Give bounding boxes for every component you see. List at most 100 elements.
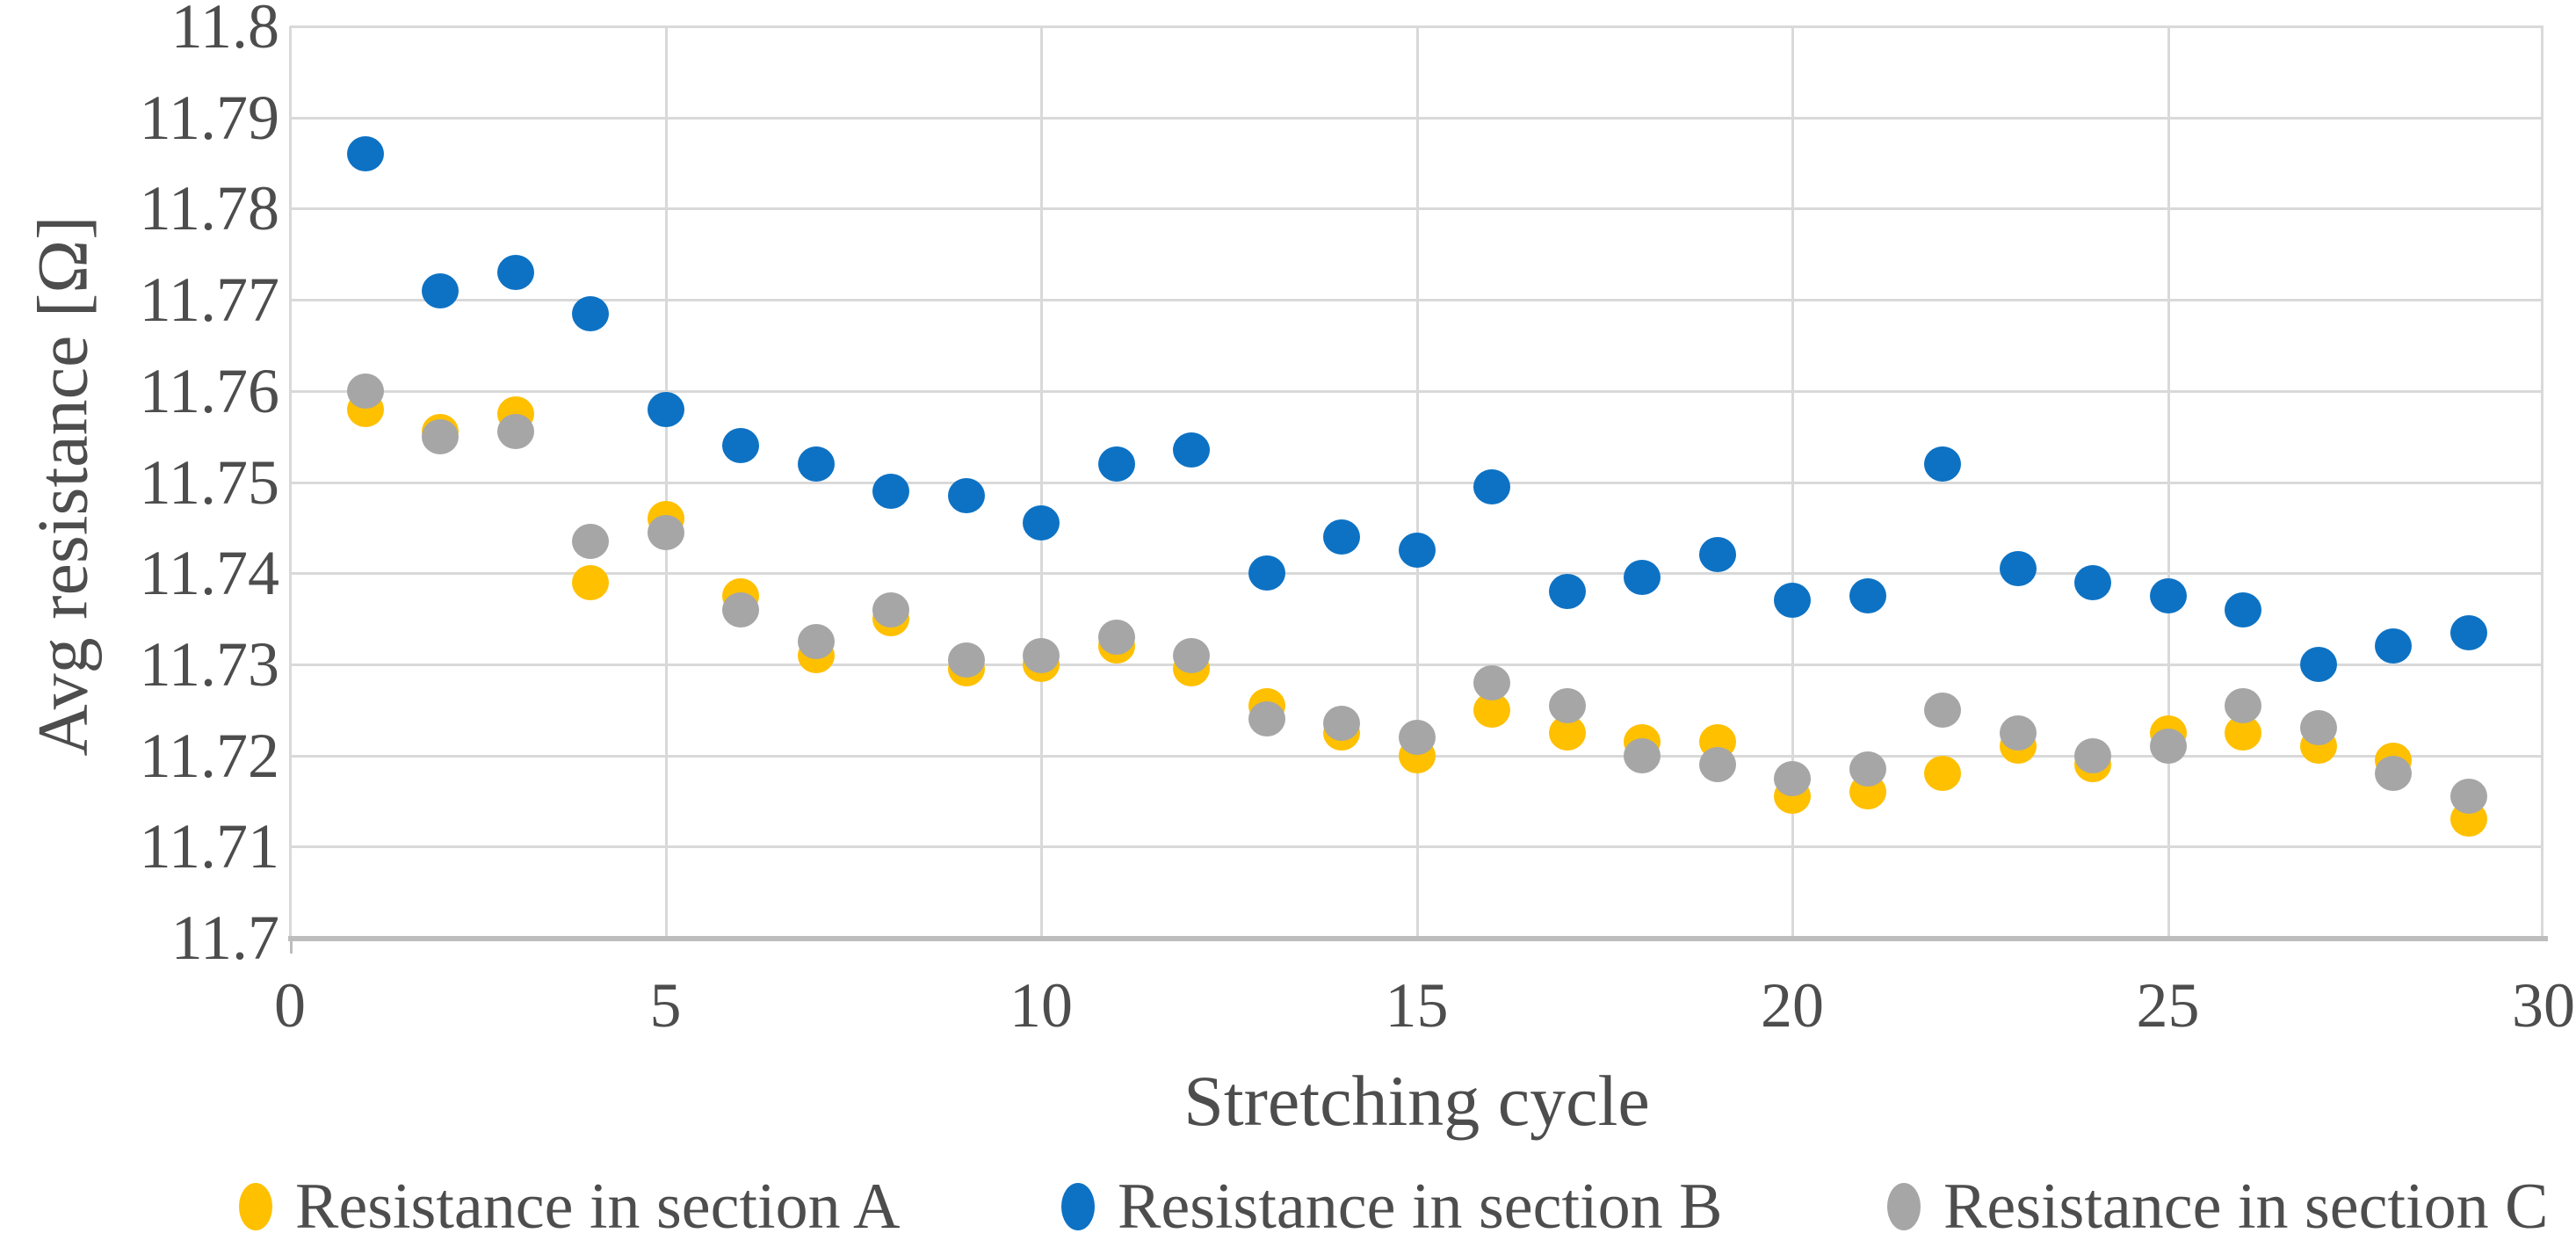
point-section-c [872,591,909,628]
x-tick-label: 30 [2512,970,2575,1041]
point-section-c [1398,719,1436,755]
legend-label-section-b: Resistance in section B [1118,1171,1723,1243]
x-tick-label: 10 [1009,970,1073,1041]
y-axis-title: Avg resistance [Ω] [22,215,103,757]
point-section-b [1023,505,1060,541]
point-section-b [1774,583,1811,619]
point-section-b [2299,646,2337,682]
x-tick-label: 20 [1761,970,1824,1041]
y-tick-label: 11.73 [139,628,279,700]
point-section-b [1698,537,1736,573]
legend-item-section-c: Resistance in section C [1887,1174,2548,1239]
point-section-b [1323,519,1360,555]
point-section-b [722,428,759,464]
section-b-marker-icon [1061,1183,1095,1230]
point-section-b [1548,573,1586,609]
point-section-c [1473,664,1510,700]
plot-area [289,25,2543,938]
point-section-b [422,272,459,308]
point-section-a [1924,756,1961,792]
point-section-b [872,473,909,509]
point-section-c [1023,637,1060,673]
point-section-c [1248,701,1285,737]
point-section-b [797,446,835,482]
x-axis-line [288,936,2548,941]
legend-item-section-b: Resistance in section B [1061,1174,1722,1239]
x-tick-label: 5 [649,970,682,1041]
x-tick-label: 0 [274,970,306,1041]
y-tick-label: 11.76 [139,355,279,426]
x-tick-label: 15 [1385,970,1449,1041]
point-section-b [1248,555,1285,591]
point-section-b [2375,628,2412,664]
legend-item-section-a: Resistance in section A [239,1174,900,1239]
x-axis-title: Stretching cycle [1183,1061,1650,1141]
point-section-c [1173,637,1210,673]
section-c-marker-icon [1887,1183,1921,1230]
point-section-c [797,623,835,659]
point-section-c [1323,706,1360,742]
point-section-b [1999,551,2037,586]
point-section-c [2299,710,2337,746]
y-tick-label: 11.72 [139,720,279,791]
point-section-c [1849,751,1886,787]
y-tick-label: 11.7 [170,903,279,973]
point-section-b [647,391,684,427]
point-section-c [1999,715,2037,751]
point-section-c [1624,737,1661,773]
legend: Resistance in section A Resistance in se… [0,1174,2576,1244]
point-section-b [1473,468,1510,504]
point-section-b [1097,446,1135,482]
y-tick-label: 11.8 [170,0,279,62]
v-gridline [664,26,668,938]
point-section-b [1398,533,1436,569]
point-section-b [496,254,534,290]
y-tick-label: 11.78 [139,173,279,244]
point-section-c [2225,687,2261,723]
y-tick-label: 11.77 [139,265,279,336]
legend-label-section-a: Resistance in section A [295,1171,901,1243]
point-section-c [422,418,459,454]
legend-label-section-c: Resistance in section C [1943,1171,2549,1243]
point-section-c [496,414,534,450]
y-tick-label: 11.75 [139,446,279,518]
point-section-b [346,136,384,172]
v-gridline [289,26,292,938]
y-tick-label: 11.79 [139,82,279,153]
point-section-c [346,373,384,409]
point-section-b [2449,614,2487,650]
point-section-b [572,295,609,331]
point-section-c [1924,692,1961,728]
v-gridline [2541,26,2543,938]
point-section-b [1624,560,1661,596]
point-section-b [2149,578,2187,614]
point-section-b [1173,432,1210,468]
point-section-b [947,478,985,514]
point-section-c [1548,687,1586,723]
point-section-b [1849,578,1886,614]
y-tick-label: 11.74 [139,538,279,609]
point-section-a [572,564,609,600]
point-section-b [2074,564,2111,600]
x-tick-label: 25 [2136,970,2200,1041]
point-section-c [2149,729,2187,765]
point-section-c [1097,619,1135,655]
point-section-b [1924,446,1961,482]
point-section-c [572,523,609,559]
point-section-c [1698,746,1736,782]
point-section-c [947,642,985,678]
v-gridline [1415,26,1419,938]
point-section-c [647,514,684,550]
y-tick-label: 11.71 [139,811,279,882]
point-section-c [2375,756,2412,792]
point-section-c [2074,737,2111,773]
point-section-c [1774,760,1811,796]
point-section-c [722,591,759,628]
v-gridline [1791,26,1794,938]
v-gridline [2167,26,2170,938]
v-gridline [1040,26,1043,938]
section-a-marker-icon [239,1183,272,1230]
point-section-c [2449,779,2487,815]
point-section-b [2225,591,2261,628]
